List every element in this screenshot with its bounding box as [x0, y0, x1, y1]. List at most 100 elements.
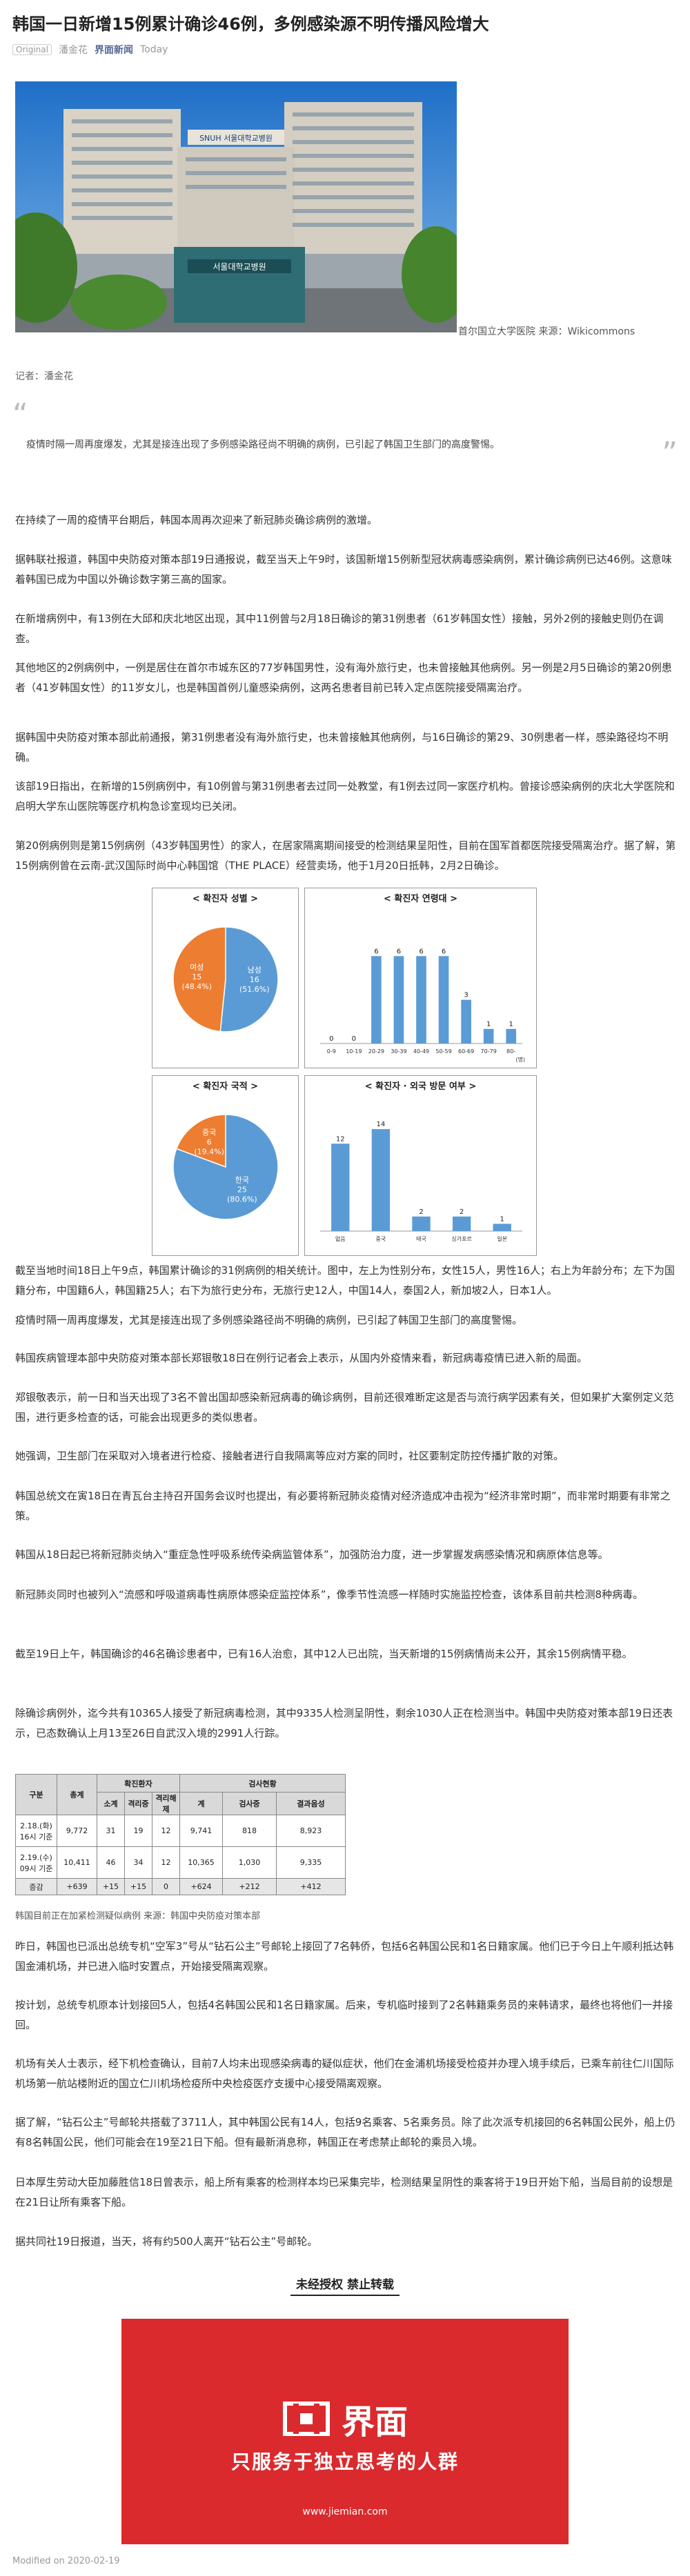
close-quote-icon: ” — [662, 436, 678, 471]
pie-label: (19.4%) — [194, 1148, 224, 1157]
bar — [371, 1129, 391, 1231]
paragraph: 据了解，“钻石公主”号邮轮共搭载了3711人，其中韩国公民有14人，包括9名乘客… — [15, 2116, 676, 2148]
bar-value-label: 3 — [464, 992, 468, 999]
table-cell: 19 — [124, 1815, 152, 1847]
pie-label: 6 — [207, 1138, 212, 1147]
paragraph: 昨日，韩国也已派出总统专机“空军3”号从“钻石公主”号邮轮上接回了7名韩侨，包括… — [15, 1940, 674, 1973]
bar-value-label: 0 — [329, 1035, 333, 1043]
bar-value-label: 2 — [419, 1208, 423, 1216]
paragraph: 韩国总统文在寅18日在青瓦台主持召开国务会议时也提出，有必要将新冠肺炎疫情对经济… — [15, 1490, 671, 1522]
hero-image: SNUH 서울대학교병원 서울대학교병원 — [15, 81, 457, 332]
table-header: 총계 — [57, 1774, 97, 1815]
table-cell: +412 — [276, 1878, 346, 1895]
bar-value-label: 6 — [442, 948, 446, 955]
paragraph: 日本厚生劳动大臣加藤胜信18日曾表示，船上所有乘客的检测样本均已采集完毕，检测结… — [15, 2176, 673, 2208]
table-row: 2.18.(화) 16시 기준 9,772 31 19 12 9,741 818… — [15, 1815, 346, 1847]
table-cell: 818 — [222, 1815, 277, 1847]
jiemian-banner[interactable]: 界面 只服务于独立思考的人群 www.jiemian.com — [121, 2319, 569, 2544]
travel-bars: 12 없음 14 중국 2 태국 2 싱가포르 1 일본 — [320, 1121, 522, 1242]
banner-brand: 界面 — [121, 2395, 569, 2443]
table-cell: 34 — [124, 1846, 152, 1879]
table-caption: 韩国目前正在加紧检测疑似病例 来源：韩国中央防疫对策本部 — [15, 1911, 261, 1921]
table-cell: 31 — [97, 1815, 125, 1847]
paragraph: 据韩联社报道，韩国中央防疫对策本部19日通报说，截至当天上午9时，该国新增15例… — [15, 553, 672, 586]
paragraph: 第20例病例则是第15例病例（43岁韩国男性）的家人，在居家隔离期间接受的检测结… — [15, 839, 676, 872]
pie-slice — [219, 926, 279, 1032]
paragraph: 其他地区的2例病例中，一例是居住在首尔市城东区的77岁韩国男性，没有海外旅行史，… — [15, 661, 672, 694]
account-link[interactable]: 界面新闻 — [94, 45, 133, 56]
lead-quote-text: 疫情时隔一周再度爆发，尤其是接连出现了多例感染路径尚不明确的病例，已引起了韩国卫… — [26, 439, 500, 450]
gender-chart-title: < 확진자 성별 > — [192, 894, 259, 904]
table-header: 확진환자 — [97, 1774, 180, 1793]
x-tick-label: 40-49 — [413, 1048, 429, 1055]
table-cell: 9,335 — [276, 1846, 346, 1879]
paragraph: 疫情时隔一周再度爆发，尤其是接连出现了多例感染路径尚不明确的病例，已引起了韩国卫… — [15, 1314, 523, 1326]
table-cell: 9,772 — [57, 1815, 97, 1847]
bar-value-label: 1 — [500, 1215, 504, 1223]
age-chart: < 확진자 연령대 > 0 0-9 0 10-19 6 20-29 6 30-39 6 40-49… — [304, 888, 537, 1068]
paragraph: 按计划，总统专机原本计划接回5人，包括4名韩国公民和1名日籍家属。后来，专机临时… — [15, 1999, 673, 2031]
bar — [412, 1216, 431, 1231]
bar — [393, 956, 404, 1044]
banner-url: www.jiemian.com — [302, 2506, 388, 2517]
pie-label: (48.4%) — [181, 982, 212, 991]
travel-chart-title: < 확진자 · 외국 방문 여부 > — [364, 1081, 477, 1092]
table-cell: 10,365 — [179, 1846, 223, 1879]
pie-label: 16 — [250, 975, 259, 984]
nationality-chart: < 확진자 국적 > 중국 6 (19.4%) 한국 25 (80.6%) — [152, 1075, 299, 1256]
pie-slice — [172, 1114, 279, 1220]
table-cell: +15 — [124, 1878, 152, 1895]
table-cell: +212 — [222, 1878, 277, 1895]
table-header: 검사중 — [222, 1792, 277, 1815]
pie-slice — [172, 926, 226, 1032]
table-cell: 1,030 — [222, 1846, 277, 1879]
bar-value-label: 0 — [352, 1035, 356, 1043]
paragraph: 截至当地时间18日上午9点，韩国累计确诊的31例病例的相关统计。图中，左上为性别… — [15, 1264, 675, 1297]
table-cell: 8,923 — [276, 1815, 346, 1847]
paragraph: 机场有关人士表示，经下机检查确认，目前7人均未出现感染病毒的疑似症状，他们在金浦… — [15, 2057, 674, 2090]
paragraph: 据韩国中央防疫对策本部此前通报，第31例患者没有海外旅行史，也未曾接触其他病例，… — [15, 731, 669, 763]
bar-value-label: 12 — [336, 1135, 345, 1143]
rights-notice: 未经授权 禁止转载 — [0, 2275, 690, 2296]
open-quote-icon: “ — [12, 397, 28, 432]
bar-value-label: 6 — [397, 948, 401, 955]
paragraph: 韩国从18日起已将新冠肺炎纳入“重症急性呼吸系统传染病监管体系”，加强防治力度，… — [15, 1548, 609, 1561]
table-cell: +624 — [179, 1878, 223, 1895]
x-tick-label: 10-19 — [346, 1048, 362, 1055]
article-meta: Original 潘金花 界面新闻 Today — [12, 43, 168, 57]
original-badge: Original — [12, 44, 52, 55]
table-cell: 2.18.(화) 16시 기준 — [15, 1815, 57, 1847]
bar — [438, 956, 449, 1044]
age-chart-title: < 확진자 연령대 > — [383, 894, 458, 904]
table-cell: 46 — [97, 1846, 125, 1879]
paragraph: 她强调，卫生部门在采取对入境者进行检疫、接触者进行自我隔离等应对方案的同时，社区… — [15, 1450, 564, 1462]
paragraph: 在持续了一周的疫情平台期后，韩国本周再次迎来了新冠肺炎确诊病例的激增。 — [15, 514, 378, 526]
bar — [483, 1028, 494, 1044]
pie-label: 15 — [192, 972, 201, 981]
paragraph: 该部19日指出，在新增的15例病例中，有10例曾与第31例患者去过同一处教堂，有… — [15, 780, 675, 812]
bar — [452, 1216, 471, 1231]
pie-label: 여성 — [190, 963, 204, 972]
jiemian-logo-icon — [282, 2402, 330, 2436]
bar-value-label: 1 — [509, 1021, 513, 1028]
table-cell: +639 — [57, 1878, 97, 1895]
bar-value-label: 14 — [377, 1121, 386, 1128]
bar-value-label: 2 — [460, 1208, 464, 1216]
table-cell: 12 — [152, 1815, 180, 1847]
table-cell: 9,741 — [179, 1815, 223, 1847]
x-tick-label: 0-9 — [327, 1048, 336, 1055]
table-header: 소계 — [97, 1792, 125, 1815]
hospital-photo: SNUH 서울대학교병원 서울대학교병원 — [15, 81, 457, 332]
banner-logo-text: 界面 — [341, 2403, 408, 2442]
banner-slogan: 只服务于独立思考的人群 — [230, 2450, 459, 2473]
table-header: 격리해제 — [152, 1792, 180, 1815]
table-header: 검사현황 — [179, 1774, 346, 1793]
pie-slice — [175, 1114, 226, 1168]
bar-value-label: 1 — [486, 1021, 491, 1028]
paragraph: 在新增病例中，有13例在大邱和庆北地区出现，其中11例曾与2月18日确诊的第31… — [15, 612, 664, 645]
bar — [493, 1224, 511, 1231]
pie-label: 25 — [237, 1185, 247, 1194]
table-cell: 2.19.(수) 09시 기준 — [15, 1846, 57, 1879]
